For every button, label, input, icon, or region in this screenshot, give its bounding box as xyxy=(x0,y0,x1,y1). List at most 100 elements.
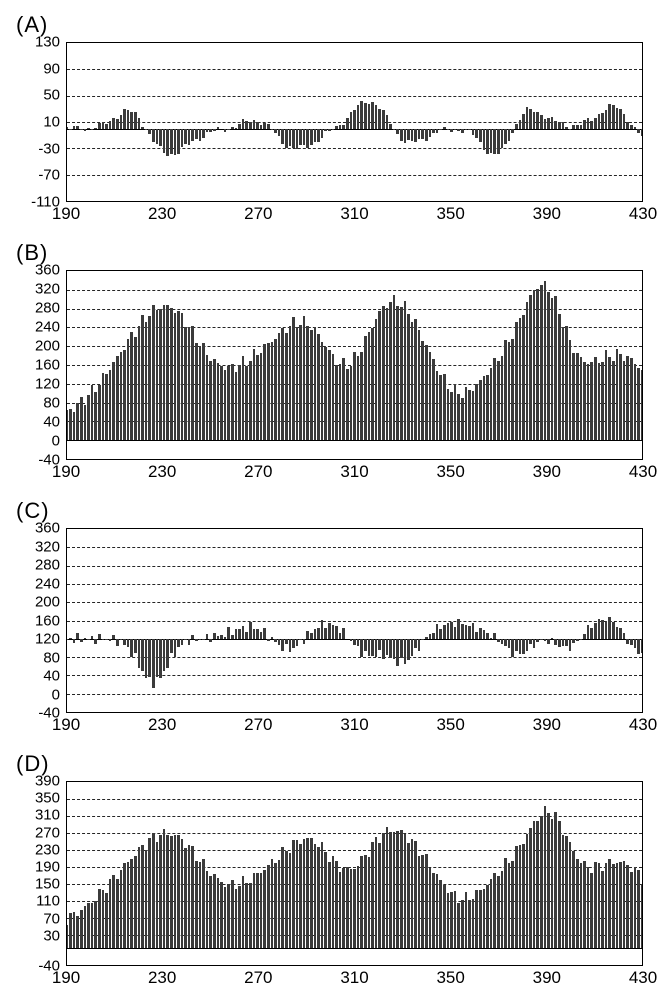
bar xyxy=(587,867,590,948)
bar xyxy=(317,334,320,440)
bar xyxy=(120,352,123,441)
bar xyxy=(91,636,94,639)
bar xyxy=(576,859,579,948)
bar xyxy=(306,129,309,148)
bar xyxy=(576,353,579,441)
bar xyxy=(94,392,97,440)
bar xyxy=(386,308,389,440)
bar xyxy=(195,129,198,139)
bar xyxy=(87,395,90,440)
bar xyxy=(547,118,550,129)
panel-label-b: (B) xyxy=(16,240,653,266)
bar xyxy=(490,638,493,639)
bar xyxy=(184,639,187,641)
bar xyxy=(522,639,525,654)
bar xyxy=(91,903,94,948)
bar xyxy=(371,639,374,656)
bar xyxy=(170,129,173,154)
bar xyxy=(184,129,187,145)
bar xyxy=(616,349,619,440)
bar xyxy=(465,892,468,948)
bar xyxy=(274,639,277,642)
bar xyxy=(386,827,389,948)
bar xyxy=(94,639,97,644)
bar xyxy=(389,639,392,658)
bar xyxy=(483,889,486,948)
bar xyxy=(138,326,141,440)
bar xyxy=(540,115,543,129)
bar xyxy=(547,813,550,948)
bar xyxy=(612,361,615,441)
bar xyxy=(436,371,439,440)
bar xyxy=(425,129,428,142)
bar xyxy=(209,129,212,132)
bar xyxy=(619,354,622,440)
bar xyxy=(551,298,554,440)
bar xyxy=(278,860,281,948)
bar xyxy=(447,129,450,130)
bar xyxy=(76,916,79,948)
xtick-label: 270 xyxy=(244,715,272,735)
bar xyxy=(274,863,277,948)
bar xyxy=(321,129,324,138)
bar xyxy=(177,311,180,440)
bar xyxy=(626,865,629,948)
bar xyxy=(224,370,227,441)
ytick-label: 160 xyxy=(12,612,66,629)
bar xyxy=(289,639,292,652)
bar xyxy=(260,125,263,128)
bar xyxy=(529,109,532,129)
bar xyxy=(357,866,360,948)
bar xyxy=(256,629,259,639)
bar xyxy=(641,639,643,654)
ytick-label: 160 xyxy=(12,357,66,374)
bar xyxy=(281,129,284,145)
bar xyxy=(317,129,320,143)
bar xyxy=(112,362,115,440)
bar xyxy=(339,125,342,129)
bar xyxy=(102,639,105,640)
panel-label-c: (C) xyxy=(16,498,653,524)
xtick-label: 310 xyxy=(340,204,368,224)
bar xyxy=(407,843,410,948)
bar xyxy=(389,124,392,128)
bar xyxy=(245,632,248,639)
bar xyxy=(378,639,381,650)
bar xyxy=(547,639,550,644)
bar xyxy=(468,900,471,948)
bar xyxy=(235,629,238,639)
panel-label-a: (A) xyxy=(16,12,653,38)
bar xyxy=(443,127,446,129)
bar xyxy=(332,129,335,131)
bar xyxy=(594,623,597,639)
ytick-label: 80 xyxy=(12,649,66,666)
bar xyxy=(213,359,216,440)
bar xyxy=(475,632,478,639)
bar xyxy=(306,631,309,638)
bar xyxy=(80,397,83,440)
bar xyxy=(213,633,216,638)
ytick-label: 270 xyxy=(12,824,66,841)
bar xyxy=(583,634,586,639)
bar xyxy=(184,848,187,948)
bar xyxy=(457,394,460,440)
bar xyxy=(475,890,478,948)
bar xyxy=(590,628,593,639)
ytick-label: 40 xyxy=(12,414,66,431)
bar xyxy=(274,339,277,440)
bar xyxy=(152,129,155,142)
bar xyxy=(296,129,299,150)
bar xyxy=(80,910,83,948)
xtick-label: 350 xyxy=(436,204,464,224)
bar xyxy=(605,350,608,440)
bar xyxy=(195,639,198,641)
ytick-label: 70 xyxy=(12,910,66,927)
bar xyxy=(314,629,317,639)
xtick-label: 270 xyxy=(244,968,272,988)
bar xyxy=(102,122,105,129)
bar xyxy=(317,847,320,948)
xtick-label: 310 xyxy=(340,462,368,482)
bar xyxy=(623,114,626,128)
bar xyxy=(263,870,266,948)
bar xyxy=(634,364,637,440)
